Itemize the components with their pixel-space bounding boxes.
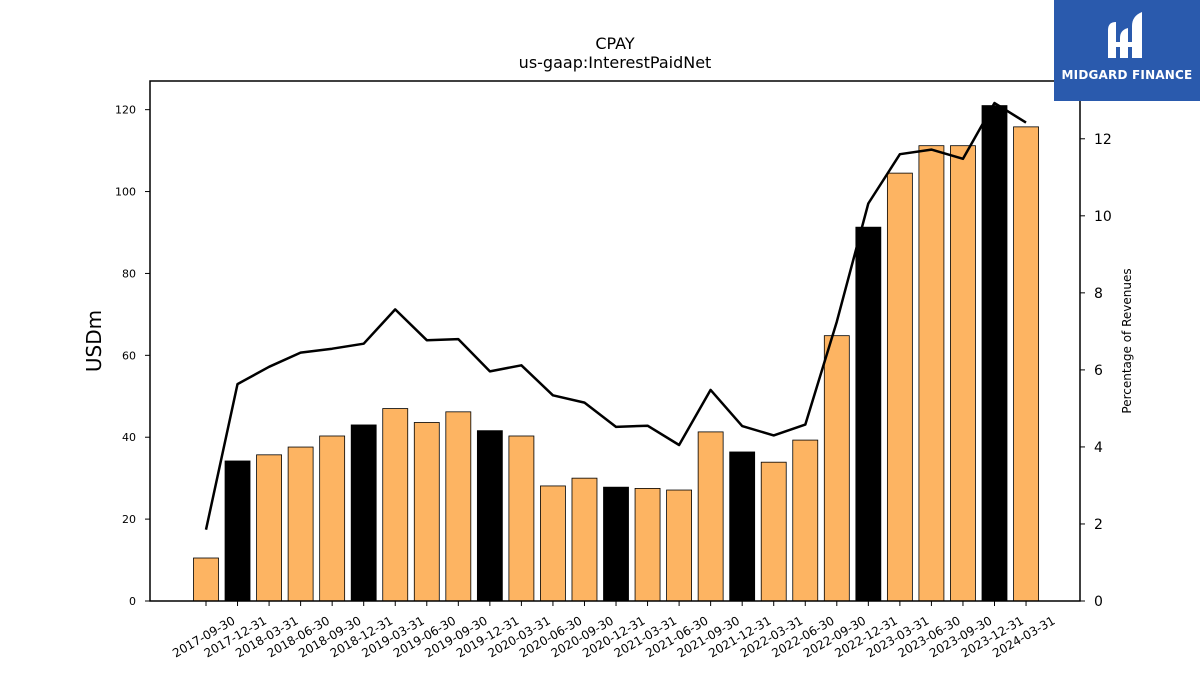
chart-subtitle: us-gaap:InterestPaidNet [519,53,712,72]
bar-2018-06-30 [287,446,314,602]
bars-layer [193,105,1039,602]
y-tick-label: 40 [122,431,136,444]
bar-2019-03-31 [382,408,409,602]
brand-logo: MIDGARD FINANCE [1054,0,1200,101]
bar-2020-03-31 [508,435,535,602]
bar-2017-12-31 [224,460,251,602]
bar-2021-12-31 [729,451,756,602]
y2-tick-label: 10 [1094,209,1112,225]
y-tick-label: 0 [129,595,136,608]
bar-2019-12-31 [476,430,503,602]
y-tick-label: 60 [122,349,136,362]
y-ticks: 0 20 40 60 80 100 120 [115,104,150,608]
bar-2020-12-31 [603,486,629,602]
bar-2018-03-31 [256,454,282,602]
bar-2023-06-30 [918,145,945,602]
logo-text: MIDGARD FINANCE [1061,68,1193,82]
bar-2017-09-30 [193,557,219,602]
bar-2024-03-31 [1013,126,1039,602]
y2-axis-label: Percentage of Revenues [1120,268,1134,413]
bar-2022-09-30 [823,335,850,602]
line-layer [204,101,1027,530]
bar-2022-12-31 [855,226,882,602]
bar-2020-06-30 [540,485,566,602]
bar-2023-09-30 [950,145,976,602]
bar-2020-09-30 [571,477,598,602]
bar-2022-06-30 [792,439,819,602]
y-tick-label: 20 [122,513,136,526]
y2-tick-label: 4 [1094,440,1103,456]
midgard-logo-icon [1108,12,1142,58]
y-tick-label: 120 [115,104,136,117]
bar-2021-03-31 [634,488,661,602]
bar-2019-09-30 [445,411,472,602]
bar-2019-06-30 [413,422,440,602]
y-tick-label: 80 [122,267,136,280]
bar-2021-09-30 [697,431,724,602]
bar-2018-09-30 [319,435,346,602]
y2-tick-label: 12 [1094,132,1112,148]
y-axis-label: USDm [82,310,106,372]
y2-tick-label: 8 [1094,286,1103,302]
bar-2023-12-31 [981,105,1008,602]
bar-2018-12-31 [350,424,377,602]
plot-frame [149,80,1081,602]
y2-tick-label: 2 [1094,517,1103,533]
chart-title: CPAY [595,34,635,53]
bar-2023-03-31 [886,172,913,602]
y2-tick-label: 6 [1094,363,1103,379]
bar-2021-06-30 [666,489,692,602]
bar-2022-03-31 [760,461,787,602]
x-ticks: 2017-09-302017-12-312018-03-312018-06-30… [170,601,1058,660]
y2-tick-label: 0 [1094,594,1103,610]
y-tick-label: 100 [115,186,136,199]
y2-ticks: 0 2 4 6 8 10 12 [1080,132,1112,610]
